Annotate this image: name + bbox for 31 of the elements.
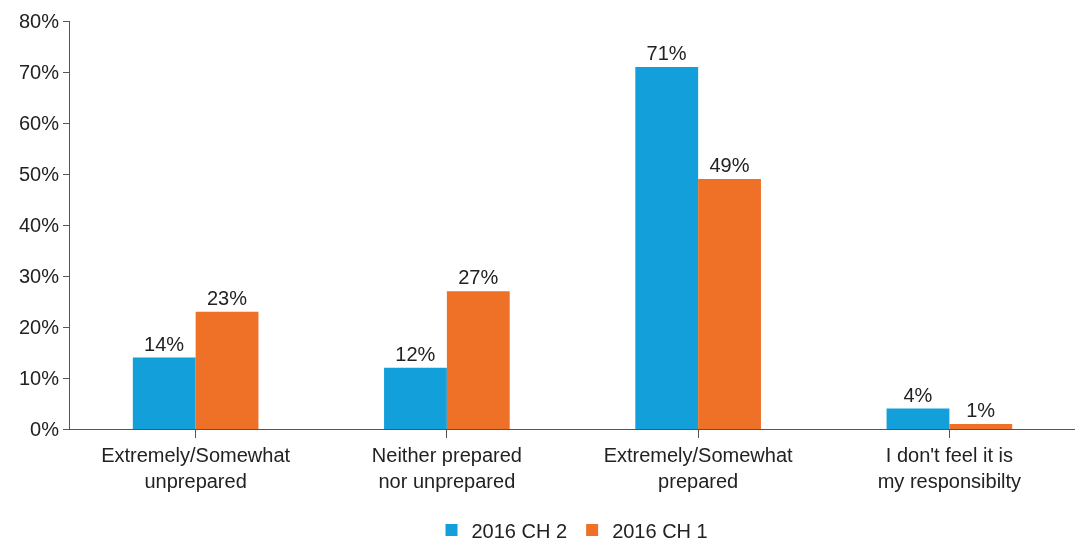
data-label: 4% — [903, 383, 933, 406]
y-tick-label: 60% — [18, 112, 60, 134]
data-label: 23% — [206, 286, 248, 309]
bar — [195, 311, 259, 429]
y-tick-label: 50% — [18, 163, 60, 185]
data-label: 49% — [709, 154, 750, 177]
legend-label: 2016 CH 2 — [471, 519, 568, 542]
bar — [886, 408, 950, 429]
x-tick-label: I don't feel it is my responsibilty — [877, 444, 1022, 492]
x-tick-label: Extremely/Somewhat prepared — [603, 444, 794, 492]
bar — [384, 367, 447, 429]
y-tick-label: 30% — [18, 265, 60, 287]
y-tick-label: 70% — [18, 61, 60, 83]
y-tick-label: 0% — [30, 418, 60, 440]
x-tick-label: Neither prepared nor unprepared — [371, 444, 522, 492]
legend-label: 2016 CH 1 — [612, 519, 708, 542]
data-label: 27% — [458, 266, 499, 289]
bar — [446, 291, 510, 429]
bar — [698, 179, 761, 429]
data-label: 1% — [966, 398, 996, 421]
x-tick-label: Extremely/Somewhat unprepared — [101, 444, 291, 492]
data-label: 12% — [395, 342, 436, 365]
bar — [635, 66, 699, 429]
bar — [132, 357, 196, 429]
y-tick-label: 40% — [18, 214, 60, 236]
data-label: 71% — [646, 41, 687, 64]
y-tick-label: 80% — [18, 10, 60, 32]
bar — [949, 423, 1013, 429]
data-label: 14% — [144, 332, 185, 355]
y-tick-label: 10% — [18, 367, 60, 389]
y-tick-label: 20% — [18, 316, 60, 338]
